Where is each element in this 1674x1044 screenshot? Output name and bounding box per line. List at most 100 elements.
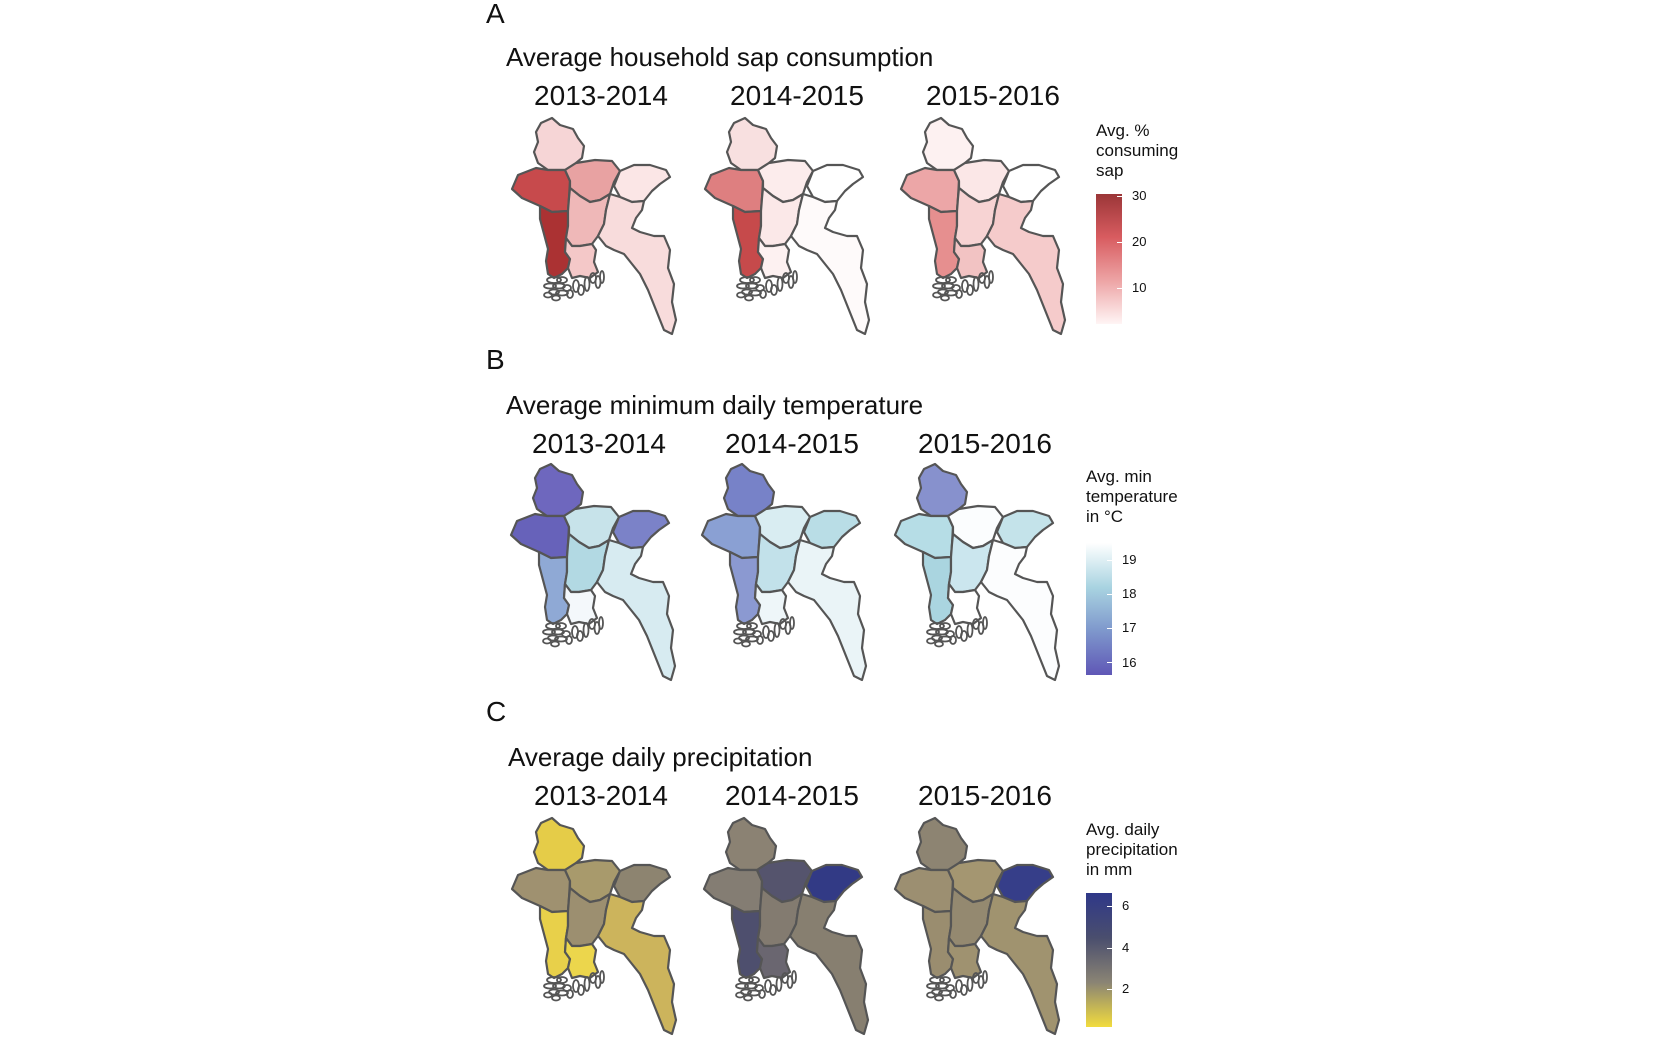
- coastal-island: [736, 282, 750, 290]
- coastal-island: [744, 294, 754, 302]
- coastal-island: [966, 284, 974, 296]
- division-barisal: [563, 936, 600, 980]
- coastal-island: [944, 289, 958, 297]
- coastal-island: [792, 270, 798, 284]
- legend-title-line: temperature: [1086, 487, 1178, 506]
- coastal-island: [789, 616, 795, 630]
- coastal-island: [542, 628, 556, 636]
- coastal-island: [743, 994, 753, 1002]
- legend-tick-label: 6: [1122, 898, 1130, 913]
- coastal-island: [555, 989, 569, 997]
- division-sylhet: [612, 163, 672, 204]
- coastal-island: [938, 635, 952, 643]
- coastal-island: [759, 289, 767, 299]
- legend-tick-mark: [1107, 948, 1112, 949]
- coastal-island: [929, 976, 945, 984]
- legend-title-line: Avg. min: [1086, 467, 1152, 486]
- coastal-island: [556, 976, 568, 984]
- coastal-island: [747, 989, 761, 997]
- coastal-island: [926, 982, 940, 990]
- division-barisal: [563, 236, 600, 280]
- coastal-island: [945, 276, 957, 284]
- coastal-island: [749, 276, 761, 284]
- division-chittagong: [788, 892, 870, 1036]
- division-chittagong: [979, 538, 1061, 682]
- coastal-island: [988, 270, 994, 284]
- coastal-island: [598, 616, 604, 630]
- coastal-island: [748, 976, 760, 984]
- coastal-island: [926, 991, 936, 999]
- map-precipitation-2013-2014: [510, 816, 678, 1036]
- legend-colorbar-c: [1086, 893, 1112, 1027]
- legend-colorbar-b: [1086, 543, 1112, 675]
- year-label-b-1: 2013-2014: [532, 428, 666, 459]
- year-label-c-1: 2013-2014: [534, 780, 668, 811]
- division-barisal: [755, 936, 792, 980]
- legend-title-line: precipitation: [1086, 840, 1178, 859]
- legend-title-b: Avg. min temperature in °C: [1086, 467, 1178, 527]
- panel-letter-c: C: [486, 696, 507, 727]
- coastal-island: [960, 630, 968, 642]
- coastal-island: [577, 984, 585, 996]
- coastal-island: [576, 630, 584, 642]
- legend-title-line: sap: [1096, 161, 1124, 180]
- division-barisal: [562, 582, 599, 626]
- coastal-island: [938, 989, 952, 997]
- coastal-island: [546, 976, 562, 984]
- coastal-island: [756, 635, 764, 645]
- coastal-island: [543, 282, 557, 290]
- coastal-island: [736, 622, 752, 630]
- coastal-island: [741, 640, 751, 648]
- division-chittagong: [789, 192, 871, 336]
- division-chittagong: [596, 192, 678, 336]
- panel-letter-a: A: [486, 0, 505, 29]
- coastal-island: [733, 628, 747, 636]
- division-chittagong: [985, 192, 1067, 336]
- coastal-island: [935, 276, 951, 284]
- coastal-island: [735, 982, 749, 990]
- coastal-island: [767, 630, 775, 642]
- coastal-island: [748, 289, 762, 297]
- coastal-island: [542, 637, 552, 645]
- legend-tick-label: 17: [1122, 620, 1137, 635]
- coastal-island: [949, 989, 957, 999]
- coastal-island: [775, 976, 783, 992]
- legend-title-c: Avg. daily precipitation in mm: [1086, 820, 1178, 880]
- legend-title-line: in mm: [1086, 860, 1133, 879]
- coastal-island: [972, 276, 980, 292]
- division-sylhet: [802, 509, 862, 550]
- coastal-island: [929, 622, 945, 630]
- map-precipitation-2015-2016: [893, 816, 1061, 1036]
- coastal-island: [543, 982, 557, 990]
- coastal-island: [565, 635, 573, 645]
- year-label-a-1: 2013-2014: [534, 80, 668, 111]
- legend-tick-mark: [1107, 906, 1112, 907]
- coastal-island: [746, 622, 758, 630]
- coastal-island: [554, 635, 568, 643]
- coastal-island: [966, 976, 974, 992]
- legend-tick-mark: [1107, 628, 1112, 629]
- coastal-island: [736, 291, 746, 299]
- division-barisal: [946, 936, 983, 980]
- coastal-island: [583, 276, 591, 292]
- year-label-c-2: 2014-2015: [725, 780, 859, 811]
- year-label-a-2: 2014-2015: [730, 80, 864, 111]
- legend-title-line: in °C: [1086, 507, 1124, 526]
- legend-tick-mark: [1117, 288, 1122, 289]
- year-label-b-2: 2014-2015: [725, 428, 859, 459]
- legend-tick-label: 2: [1122, 981, 1130, 996]
- coastal-island: [960, 984, 968, 996]
- division-chittagong: [596, 892, 678, 1036]
- map-sap-2014-2015: [703, 116, 871, 336]
- legend-tick-label: 10: [1132, 280, 1147, 295]
- map-sap-2015-2016: [899, 116, 1067, 336]
- division-sylhet: [612, 863, 672, 904]
- year-label-b-3: 2015-2016: [918, 428, 1052, 459]
- legend-tick-mark: [1107, 594, 1112, 595]
- coastal-island: [982, 970, 988, 984]
- division-sylhet: [805, 163, 865, 204]
- coastal-island: [939, 976, 951, 984]
- coastal-island: [966, 622, 974, 638]
- coastal-island: [770, 284, 778, 296]
- map-temperature-2013-2014: [509, 462, 677, 682]
